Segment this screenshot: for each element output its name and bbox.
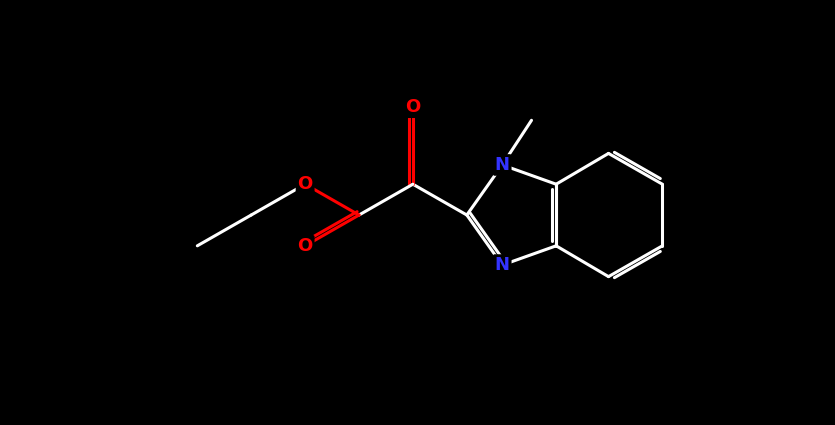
Text: N: N: [495, 156, 509, 174]
Text: O: O: [297, 237, 313, 255]
Text: O: O: [297, 175, 313, 193]
Text: N: N: [495, 256, 509, 274]
Text: O: O: [405, 98, 421, 116]
